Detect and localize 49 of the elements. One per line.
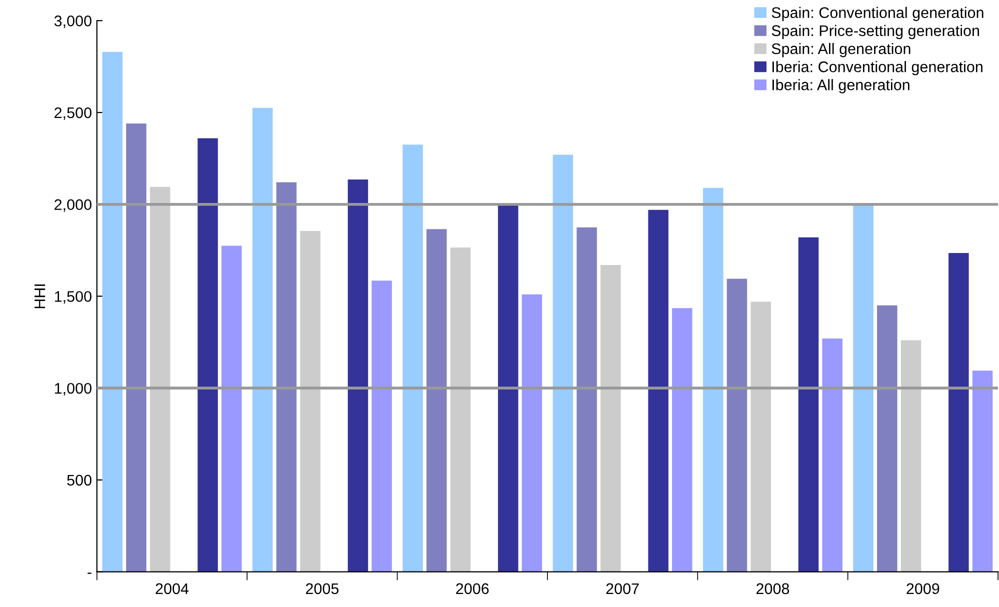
y-tick-label: 1,000	[54, 382, 92, 396]
bar	[126, 124, 146, 572]
bar	[552, 154, 574, 572]
bar	[221, 246, 242, 572]
x-tick-label: 2008	[756, 583, 790, 594]
y-axis-title: HHI	[34, 284, 46, 308]
bar	[672, 308, 692, 572]
bar	[822, 338, 842, 572]
bar	[600, 264, 621, 572]
y-tick-label: 1,500	[54, 291, 92, 304]
bar	[900, 340, 922, 572]
legend-label: Iberia: All generation	[772, 79, 910, 94]
bar	[877, 305, 898, 572]
bar	[150, 186, 170, 572]
bar	[798, 237, 819, 572]
bar	[750, 302, 771, 572]
bar	[426, 229, 447, 572]
bar	[198, 138, 218, 572]
bar	[450, 248, 471, 572]
x-tick-label: 2007	[606, 583, 639, 594]
x-tick-label: 2009	[906, 583, 940, 594]
y-tick-label: 2,500	[54, 107, 92, 120]
bar	[276, 182, 297, 572]
legend-label: Iberia: Conventional generation	[772, 61, 982, 76]
bar	[402, 144, 423, 572]
y-tick-label: -	[88, 572, 92, 574]
x-tick-label: 2004	[156, 583, 189, 594]
bar	[102, 52, 123, 572]
bar	[372, 280, 392, 572]
y-tick-label: 500	[67, 474, 92, 486]
legend-label: Spain: Conventional generation	[772, 6, 984, 22]
bar	[948, 253, 969, 572]
legend-label: Spain: All generation	[772, 42, 910, 58]
bar	[522, 294, 542, 572]
y-tick-label: 3,000	[54, 16, 92, 28]
bar	[648, 210, 668, 572]
x-tick-label: 2005	[306, 583, 339, 594]
bar	[972, 370, 993, 572]
bar	[300, 230, 320, 572]
bar	[703, 188, 724, 572]
legend-label: Spain: Price-setting generation	[772, 24, 979, 40]
bar	[498, 204, 518, 572]
bar	[576, 227, 597, 572]
bar	[726, 278, 748, 572]
bar	[348, 180, 368, 572]
y-tick-label: 2,000	[54, 199, 92, 212]
x-tick-label: 2006	[456, 583, 489, 594]
bar	[252, 108, 273, 572]
bar	[853, 204, 874, 572]
